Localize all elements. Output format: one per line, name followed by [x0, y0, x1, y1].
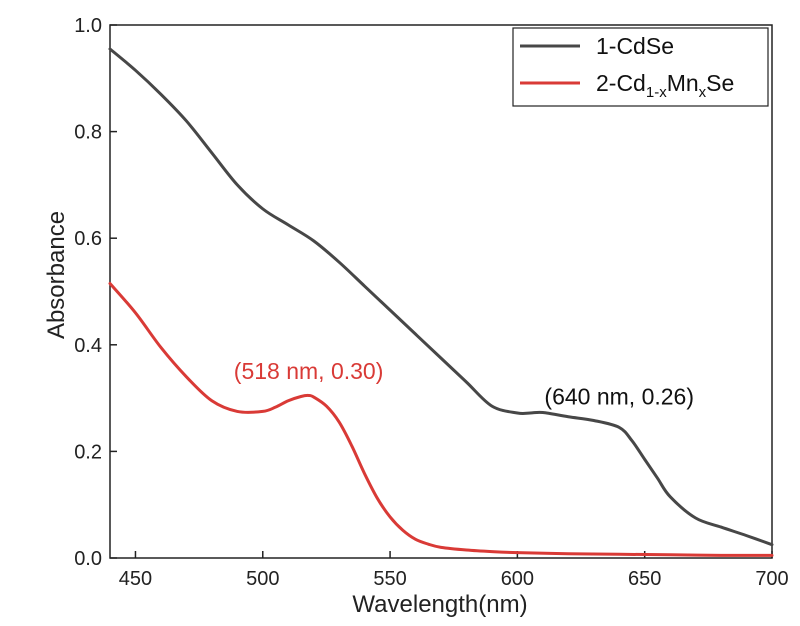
annotation-2: (640 nm, 0.26) — [544, 383, 694, 409]
y-tick-label-0: 0.0 — [74, 548, 102, 570]
x-tick-label-500: 500 — [246, 568, 279, 590]
x-tick-label-650: 650 — [628, 568, 661, 590]
x-axis-title: Wavelength(nm) — [352, 591, 527, 618]
series-group — [108, 47, 774, 557]
y-tick-label-3: 0.6 — [74, 228, 102, 250]
y-tick-label-5: 1.0 — [74, 15, 102, 37]
x-tick-label-600: 600 — [501, 568, 534, 590]
series-line-1 — [108, 47, 774, 547]
legend-label-1-cdse: 1-CdSe — [596, 33, 674, 59]
x-axis: 450 500 550 600 650 700 — [119, 551, 789, 590]
legend: 1-CdSe 2-Cd1-xMnxSe — [512, 27, 769, 107]
y-tick-label-2: 0.4 — [74, 335, 102, 357]
y-tick-label-1: 0.2 — [74, 441, 102, 463]
plot-frame — [109, 24, 773, 559]
annotations: (518 nm, 0.30) (640 nm, 0.26) — [234, 358, 694, 409]
y-axis-title: Absorbance — [43, 211, 70, 339]
legend-box — [512, 27, 769, 107]
x-tick-label-550: 550 — [373, 568, 406, 590]
legend-label-2-cdmnse: 2-Cd1-xMnxSe — [596, 70, 734, 101]
x-tick-label-450: 450 — [119, 568, 152, 590]
y-tick-label-4: 0.8 — [74, 122, 102, 144]
annotation-1: (518 nm, 0.30) — [234, 358, 384, 384]
series-line-2 — [108, 282, 774, 557]
x-tick-label-700: 700 — [755, 568, 788, 590]
y-axis: 0.0 0.2 0.4 0.6 0.8 1.0 — [74, 15, 117, 570]
